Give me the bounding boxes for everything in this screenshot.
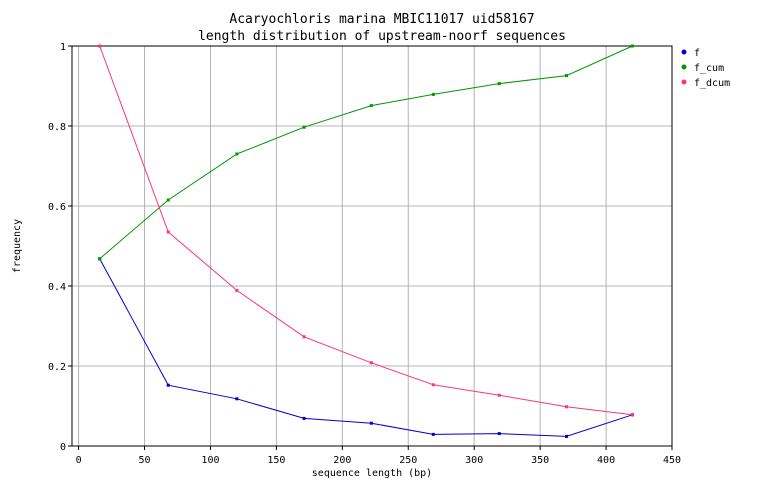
data-point-f-cum — [235, 152, 239, 156]
y-tick-label: 0.6 — [48, 202, 66, 213]
data-point-f-cum — [630, 44, 634, 48]
legend-marker-f-dcum — [681, 79, 687, 85]
data-point-f-dcum — [166, 230, 170, 234]
x-axis-label: sequence length (bp) — [312, 468, 432, 479]
x-tick-label: 50 — [139, 455, 151, 466]
plot-area — [71, 45, 673, 447]
series-line-f-dcum — [99, 45, 633, 416]
y-tick-label: 0.8 — [48, 122, 66, 133]
data-point-f — [235, 397, 239, 401]
data-point-f-cum — [166, 198, 170, 202]
legend-label-f-cum: f_cum — [694, 63, 724, 74]
data-point-f — [369, 421, 373, 425]
data-point-f-dcum — [630, 413, 634, 417]
axis-ticks: 0 50 100 150 200 250 300 350 400 450 0 0.2 0.4 0.6 0.8… — [48, 42, 681, 466]
series — [98, 44, 634, 438]
data-point-f — [302, 416, 306, 420]
x-tick-label: 350 — [531, 455, 549, 466]
x-tick-label: 100 — [201, 455, 219, 466]
x-tick-label: 200 — [333, 455, 351, 466]
series-line-f — [99, 258, 633, 437]
x-tick-label: 400 — [597, 455, 615, 466]
data-point-f-cum — [565, 74, 569, 78]
data-point-f — [565, 434, 569, 438]
data-point-f-cum — [497, 82, 501, 86]
legend-marker-f — [681, 49, 687, 55]
data-point-f-dcum — [431, 383, 435, 387]
legend-label-f: f — [694, 48, 700, 59]
data-point-f-cum — [369, 104, 373, 108]
x-tick-label: 150 — [267, 455, 285, 466]
data-point-f-cum — [302, 125, 306, 129]
data-point-f-dcum — [235, 288, 239, 292]
y-axis-label: frequency — [12, 219, 23, 273]
legend: f f_cum f_dcum — [681, 48, 730, 89]
y-tick-label: 0.2 — [48, 362, 66, 373]
chart-title: Acaryochloris marina MBIC11017 uid58167 — [229, 12, 534, 27]
data-point-f-dcum — [98, 44, 102, 48]
data-point-f-cum — [431, 92, 435, 96]
data-point-f-cum — [98, 257, 102, 261]
data-point-f-dcum — [369, 361, 373, 365]
data-point-f — [431, 432, 435, 436]
y-tick-label: 0.4 — [48, 282, 66, 293]
legend-marker-f-cum — [681, 64, 687, 70]
data-point-f-dcum — [497, 393, 501, 397]
data-point-f-dcum — [565, 405, 569, 409]
x-tick-label: 250 — [399, 455, 417, 466]
y-tick-label: 0 — [60, 442, 66, 453]
data-point-f-dcum — [302, 335, 306, 339]
legend-label-f-dcum: f_dcum — [694, 78, 730, 89]
x-tick-label: 0 — [76, 455, 82, 466]
data-point-f — [497, 432, 501, 436]
x-tick-label: 450 — [663, 455, 681, 466]
chart-subtitle: length distribution of upstream-noorf se… — [198, 29, 566, 44]
series-line-f-cum — [99, 45, 633, 260]
y-tick-label: 1 — [60, 42, 66, 53]
x-tick-label: 300 — [465, 455, 483, 466]
data-point-f — [166, 383, 170, 387]
